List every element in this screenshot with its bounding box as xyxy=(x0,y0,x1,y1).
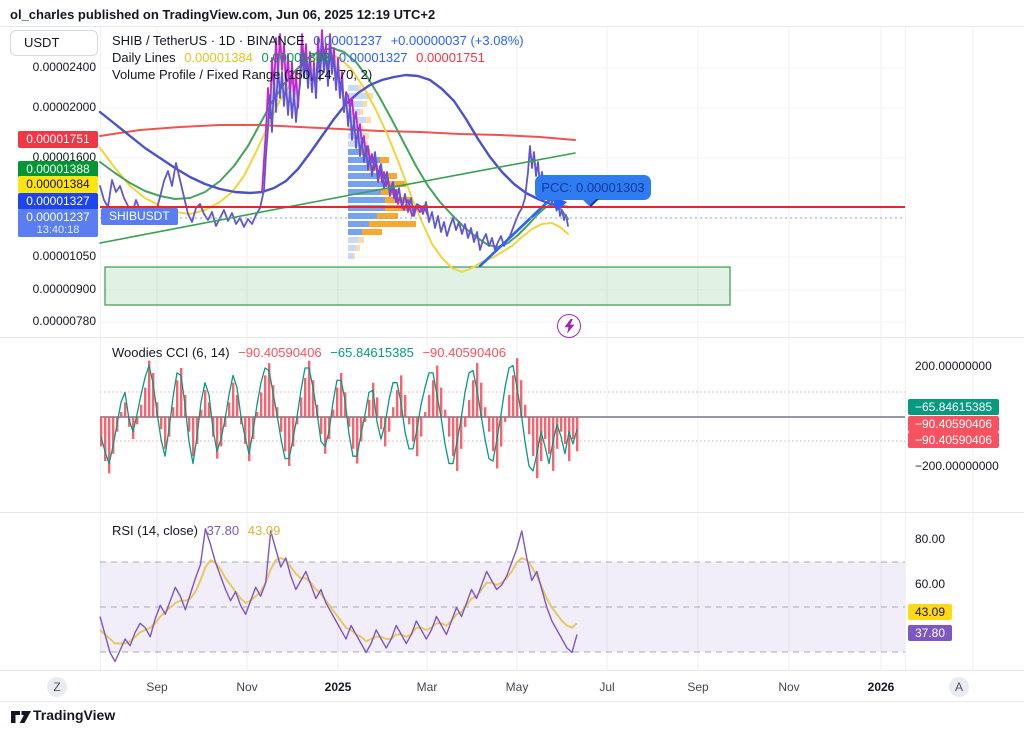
price-level-badge: 0.00001388 xyxy=(18,161,98,178)
price-axis-label: 0.00001050 xyxy=(32,249,96,263)
cci-value-badge: −90.40590406 xyxy=(908,416,1000,432)
last-price: 0.00001237 xyxy=(313,33,382,48)
time-axis-label-sep: Sep xyxy=(687,680,709,694)
panel-separator-cci[interactable] xyxy=(0,337,1024,338)
rsi-value-yellow: 43.09 xyxy=(247,523,281,538)
footer-separator xyxy=(0,701,1024,702)
pcc-tooltip-tail xyxy=(581,198,597,214)
rsi-value-purple: 37.80 xyxy=(206,523,240,538)
time-axis-separator xyxy=(0,670,1024,671)
price-axis-label: 0.00001600 xyxy=(32,150,96,164)
volume-profile-label[interactable]: Volume Profile / Fixed Range (150, 24, 7… xyxy=(112,67,373,82)
panel-separator-rsi[interactable] xyxy=(0,512,1024,513)
price-axis-label: 0.00002400 xyxy=(32,60,96,74)
cci-value-2: −65.84615385 xyxy=(330,345,414,360)
cci-value-1: −90.40590406 xyxy=(238,345,322,360)
daily-lines-value-blue: 0.00001327 xyxy=(338,50,408,65)
boost-lightning-button[interactable] xyxy=(557,314,581,338)
cci-axis-label: 200.00000000 xyxy=(915,359,992,373)
time-axis-label-2026: 2026 xyxy=(867,680,895,694)
symbol-price-tag: SHIBUSDT xyxy=(101,208,178,225)
currency-toggle-button[interactable]: USDT xyxy=(10,30,98,56)
rsi-axis-label: 80.00 xyxy=(915,532,946,546)
price-axis-separator xyxy=(100,26,101,670)
scroll-right-button[interactable]: A xyxy=(949,677,969,697)
time-axis-label-nov: Nov xyxy=(236,680,258,694)
daily-lines-value-green: 0.00001388 xyxy=(261,50,331,65)
scroll-left-button[interactable]: Z xyxy=(47,677,67,697)
time-axis-label-2025: 2025 xyxy=(324,680,352,694)
cci-axis-label: −200.00000000 xyxy=(915,459,999,473)
price-level-badge: 0.00001384 xyxy=(18,176,98,193)
rsi-value-badge: 43.09 xyxy=(908,604,953,620)
price-axis-label: 0.00000900 xyxy=(32,282,96,296)
right-edge-separator xyxy=(905,26,906,670)
cci-legend: Woodies CCI (6, 14) −90.40590406 −65.846… xyxy=(112,345,511,362)
time-axis-label-may: May xyxy=(505,680,529,694)
time-axis-label-nov: Nov xyxy=(778,680,800,694)
pcc-price-tooltip[interactable]: PCC: 0.00001303 xyxy=(535,175,651,207)
current-price-badge: 0.00001237 13:40:18 xyxy=(18,209,98,237)
symbol-title[interactable]: SHIB / TetherUS · 1D · BINANCE xyxy=(112,33,305,48)
rsi-title[interactable]: RSI (14, close) xyxy=(112,523,198,538)
published-header: ol_charles published on TradingView.com,… xyxy=(10,7,436,22)
header-separator xyxy=(0,26,1024,27)
price-level-badge: 0.00001751 xyxy=(18,131,98,148)
cci-value-badge: −65.84615385 xyxy=(908,399,1000,415)
price-change: +0.00000037 (+3.08%) xyxy=(390,33,524,48)
price-axis-label: 0.00002000 xyxy=(32,100,96,114)
rsi-value-badge: 37.80 xyxy=(908,625,953,641)
tradingview-brand-text[interactable]: TradingView xyxy=(33,707,116,723)
tradingview-logo-icon[interactable] xyxy=(9,705,33,729)
daily-lines-label[interactable]: Daily Lines xyxy=(112,50,176,65)
price-level-badge: 0.00001327 xyxy=(18,193,98,210)
daily-lines-value-red: 0.00001751 xyxy=(416,50,485,65)
time-axis-label-jul: Jul xyxy=(599,680,615,694)
cci-title[interactable]: Woodies CCI (6, 14) xyxy=(112,345,230,360)
cci-value-3: −90.40590406 xyxy=(422,345,506,360)
time-axis-label-sep: Sep xyxy=(146,680,168,694)
rsi-legend: RSI (14, close) 37.80 43.09 xyxy=(112,523,285,540)
daily-lines-value-yellow: 0.00001384 xyxy=(184,50,253,65)
chart-legend: SHIB / TetherUS · 1D · BINANCE 0.0000123… xyxy=(112,33,529,84)
rsi-axis-label: 60.00 xyxy=(915,577,946,591)
time-axis-label-mar: Mar xyxy=(416,680,438,694)
lightning-icon xyxy=(564,318,574,333)
countdown-timer: 13:40:18 xyxy=(36,224,80,236)
price-axis-label: 0.00000780 xyxy=(32,314,96,328)
cci-value-badge: −90.40590406 xyxy=(908,432,1000,448)
